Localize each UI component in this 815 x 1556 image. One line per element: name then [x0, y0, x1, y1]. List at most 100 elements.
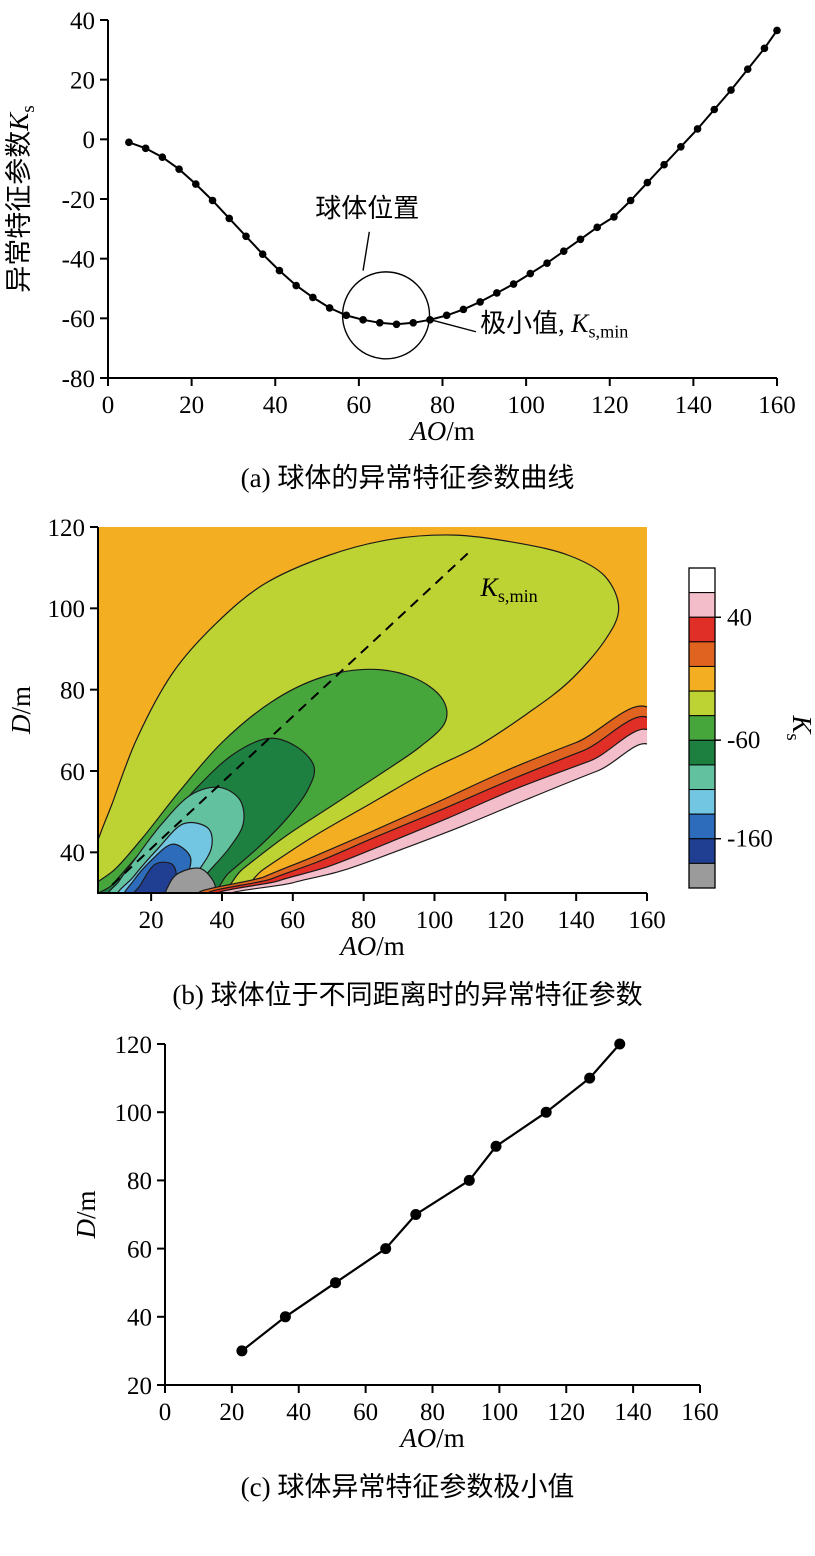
x-axis-label: AO/m	[408, 416, 475, 446]
x-tick-label: 60	[353, 1399, 378, 1426]
x-tick-label: 40	[263, 392, 288, 419]
data-point	[330, 1277, 342, 1289]
series-line	[128, 29, 778, 326]
data-point	[773, 26, 781, 35]
data-point	[463, 1174, 475, 1186]
y-tick-label: 20	[127, 1373, 152, 1400]
panel-b: Ks,min 20 40 60 80 100 120 140 160 40 60 80 100 120 AO…	[0, 513, 815, 1012]
data-point	[710, 105, 719, 114]
contour-region-navy	[132, 861, 177, 893]
data-point	[490, 1140, 502, 1152]
colorbar-cell	[688, 616, 716, 643]
x-tick-label: 120	[548, 1399, 586, 1426]
data-point	[543, 259, 551, 267]
x-tick-label: 100	[507, 392, 545, 419]
x-tick-label: 140	[675, 392, 713, 419]
x-tick-label: 0	[102, 392, 115, 419]
caption-b: (b) 球体位于不同距离时的异常特征参数	[172, 980, 643, 1010]
x-tick-label: 140	[557, 907, 595, 934]
colorbar-cell	[688, 641, 716, 667]
colorbar-cell	[688, 862, 716, 889]
sphere-position-circle	[341, 271, 431, 360]
colorbar-tick-label: -60	[727, 727, 760, 754]
data-point	[380, 1243, 392, 1255]
y-tick-label: 100	[48, 596, 86, 623]
data-point	[258, 250, 267, 258]
data-point	[476, 298, 484, 306]
x-tick-label: 60	[346, 392, 371, 419]
contour-region-white	[229, 743, 647, 893]
y-tick-label: 40	[70, 8, 95, 35]
x-tick-label: 100	[481, 1399, 519, 1426]
colorbar-tick-label: -160	[727, 826, 773, 853]
x-tick-label: 120	[487, 907, 525, 934]
colorbar-frame	[688, 567, 716, 889]
y-tick-label: -20	[62, 187, 95, 214]
data-point	[459, 305, 468, 314]
colorbar-cell	[688, 739, 716, 766]
data-point	[614, 1038, 626, 1050]
x-tick-label: 160	[628, 907, 666, 934]
y-tick-label: 60	[127, 1236, 152, 1263]
colorbar-cell	[688, 665, 716, 692]
axes	[97, 527, 647, 894]
data-point	[410, 1209, 422, 1220]
data-point	[158, 153, 167, 162]
x-tick-label: 140	[614, 1399, 652, 1426]
y-tick-label: 120	[48, 515, 86, 542]
data-point	[526, 269, 535, 278]
x-axis-label: AO/m	[338, 931, 405, 961]
caption-a: (a) 球体的异常特征参数曲线	[240, 463, 575, 493]
colorbar: 40 -60 -160 Ks	[688, 567, 815, 889]
data-point	[760, 44, 769, 53]
data-point	[559, 247, 568, 256]
colorbar-cell	[688, 838, 716, 864]
y-tick-label: 100	[115, 1100, 153, 1127]
colorbar-cell	[688, 592, 716, 618]
chart-b: Ks,min 20 40 60 80 100 120 140 160 40 60 80 100 120 AO…	[6, 515, 815, 961]
y-tick-label: -60	[62, 306, 95, 333]
y-tick-label: -40	[62, 246, 95, 273]
data-point	[610, 213, 618, 221]
x-tick-label: 160	[681, 1399, 719, 1426]
series-line	[241, 1043, 621, 1352]
annotation-text-0: 球体位置	[315, 194, 419, 223]
data-point	[175, 165, 183, 173]
data-point	[593, 223, 602, 232]
x-tick-label: 20	[139, 907, 164, 934]
data-point	[325, 304, 334, 312]
annotation-leader	[430, 319, 477, 333]
x-tick-label: 120	[591, 392, 629, 419]
data-point	[236, 1345, 248, 1357]
colorbar-label: Ks	[782, 714, 815, 740]
data-point	[626, 196, 635, 205]
colorbar-cell	[688, 567, 716, 594]
axes	[164, 1044, 700, 1386]
data-point	[576, 235, 585, 244]
x-tick-label: 80	[420, 1399, 445, 1426]
data-point	[141, 144, 150, 153]
colorbar-tick-label: 40	[727, 604, 752, 631]
x-tick-label: 40	[286, 1399, 311, 1426]
y-tick-label: -80	[62, 366, 95, 393]
data-point	[509, 280, 518, 288]
data-point	[242, 232, 250, 241]
data-point	[540, 1106, 552, 1118]
x-tick-label: 80	[430, 392, 455, 419]
data-point	[743, 65, 752, 74]
data-point	[660, 160, 668, 169]
x-tick-label: 160	[758, 392, 796, 419]
data-point	[727, 86, 735, 94]
data-point	[375, 319, 384, 327]
annotation-text-1: 极小值, Ks,min	[480, 309, 628, 342]
data-point	[279, 1311, 291, 1323]
ks-min-line-label: Ks,min	[480, 573, 538, 606]
data-point	[125, 138, 133, 147]
y-tick-label: 120	[115, 1032, 153, 1059]
colorbar-cell	[688, 789, 716, 815]
y-axis-label: 异常特征参数Ks	[4, 105, 39, 292]
data-point	[442, 311, 451, 320]
ks-min-dashed-line	[111, 550, 471, 886]
data-point	[225, 214, 234, 223]
data-point	[208, 196, 217, 205]
